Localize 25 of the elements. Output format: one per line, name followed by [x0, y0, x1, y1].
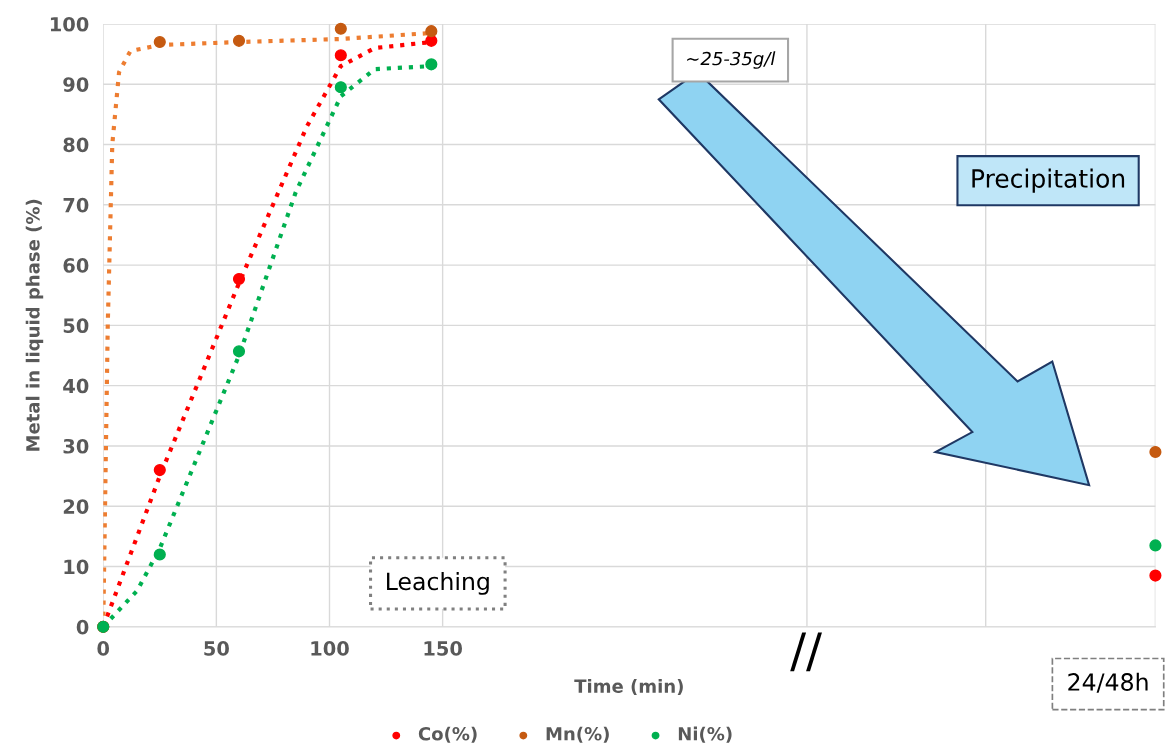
y-axis-title: Metal in liquid phase (%) — [25, 199, 44, 451]
y-tick-label: 90 — [63, 77, 89, 92]
x-axis-title: Time (min) — [574, 678, 683, 696]
annotation: Precipitation — [972, 168, 1125, 193]
x-tick-label: 150 — [424, 641, 462, 656]
y-tick-label: 100 — [50, 16, 89, 32]
y-tick-label: 10 — [64, 559, 89, 575]
annotation: Leaching — [387, 571, 489, 595]
y-tick-label: 60 — [63, 258, 89, 273]
legend-label: Mn(%) — [546, 726, 609, 743]
y-tick-label: 0 — [76, 619, 89, 635]
text: 24/48h — [1068, 672, 1148, 693]
y-tick-label: 20 — [63, 499, 89, 514]
x-tick-label: 100 — [311, 641, 349, 656]
x-tick-label: 50 — [204, 641, 229, 656]
y-tick-label: 50 — [63, 318, 89, 334]
text: // — [790, 632, 822, 672]
legend-label: Ni(%) — [678, 726, 732, 743]
annotation: ~25-35g/l — [687, 51, 776, 69]
y-tick-label: 40 — [63, 378, 89, 394]
y-tick-label: 80 — [63, 137, 89, 153]
y-tick-label: 70 — [63, 197, 89, 213]
legend-label: Co(%) — [418, 726, 477, 743]
x-tick-label: 0 — [97, 641, 110, 656]
y-tick-label: 30 — [63, 438, 89, 454]
